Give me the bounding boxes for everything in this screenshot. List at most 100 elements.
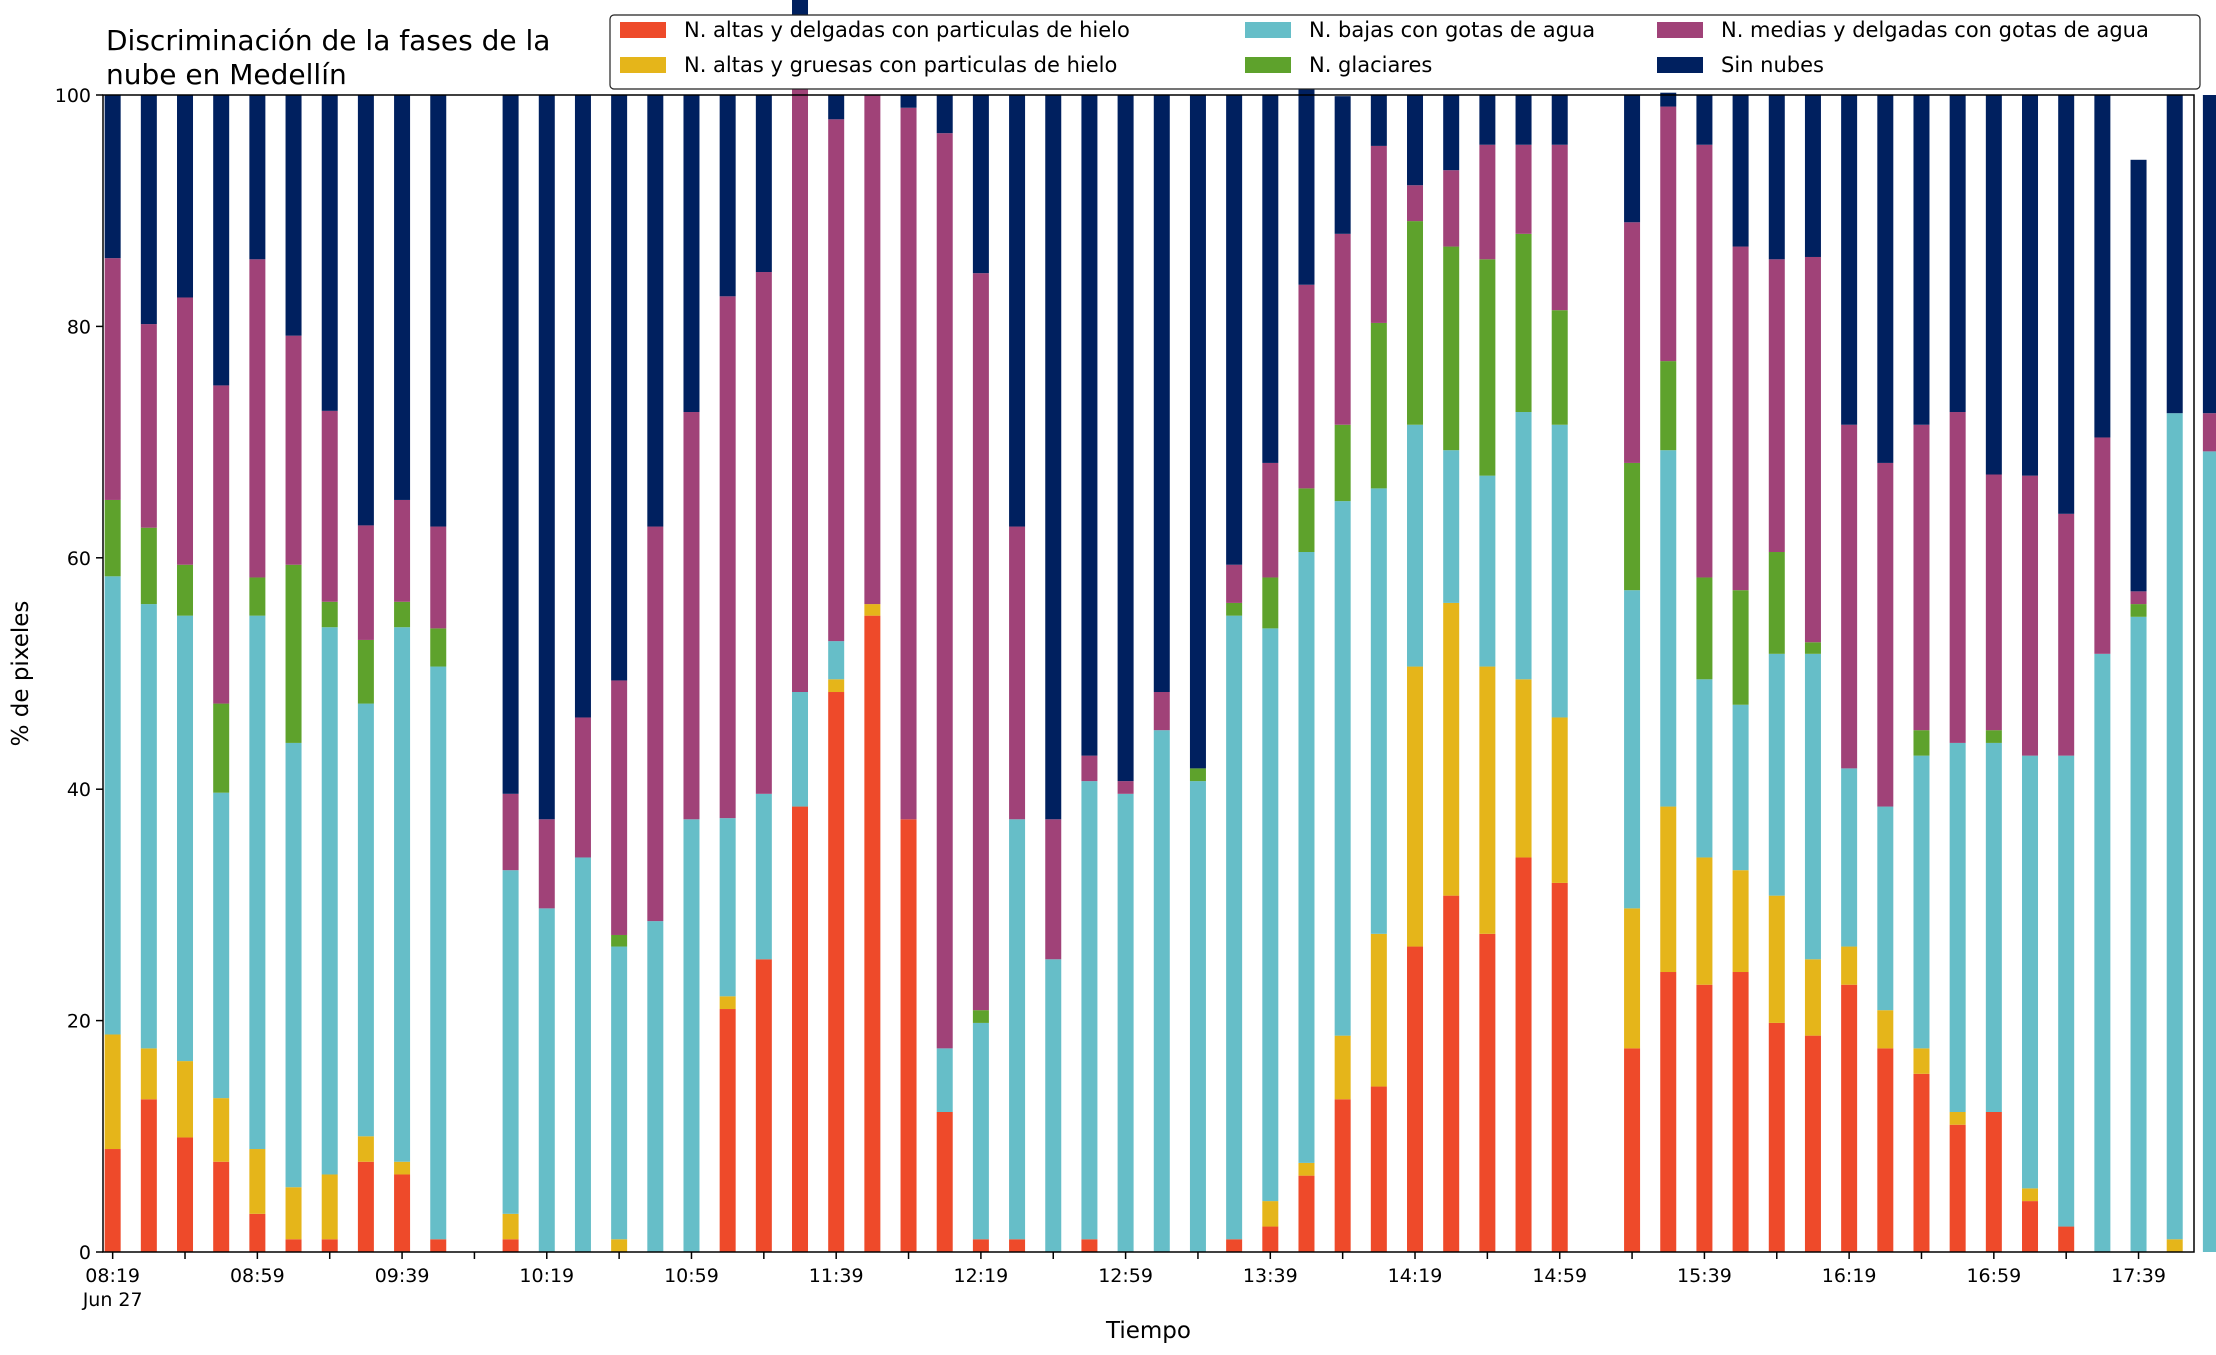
bar-segment-altas_delgadas — [1009, 1239, 1026, 1252]
legend: N. altas y delgadas con particulas de hi… — [609, 14, 2201, 90]
bar-segment-medias — [611, 680, 628, 935]
bar-segment-medias — [1081, 755, 1098, 782]
bar-segment-altas_delgadas — [1624, 1048, 1641, 1252]
bar-segment-sin_nubes — [1045, 95, 1062, 820]
y-axis: 0 20 40 60 80 100 — [55, 85, 103, 1264]
bar-segment-altas_delgadas — [1298, 1175, 1315, 1252]
legend-label-sin_nubes: Sin nubes — [1721, 53, 1824, 77]
bar-segment-sin_nubes — [1768, 95, 1785, 260]
bar-segment-sin_nubes — [755, 95, 772, 273]
bar-segment-sin_nubes — [719, 95, 736, 297]
x-tick-label: 10:19 — [519, 1265, 574, 1287]
bar-segment-altas_gruesas — [1262, 1201, 1279, 1227]
bar-segment-altas_gruesas — [1551, 717, 1568, 883]
bar-segment-altas_delgadas — [1768, 1022, 1785, 1252]
legend-swatch-sin_nubes — [1657, 57, 1703, 73]
bar-segment-glaciares — [1624, 462, 1641, 591]
legend-swatch-medias — [1657, 22, 1703, 38]
bar-segment-sin_nubes — [1443, 95, 1460, 171]
bar-segment-glaciares — [1913, 730, 1930, 756]
bar-segment-medias — [1804, 256, 1821, 643]
bar-segment-altas_gruesas — [1334, 1035, 1351, 1100]
bar-segment-altas_delgadas — [177, 1137, 194, 1252]
bar-segment-altas_delgadas — [1479, 933, 1496, 1252]
legend-swatch-altas_gruesas — [620, 57, 666, 73]
bar-segment-glaciares — [1696, 577, 1713, 680]
bar-segment-medias — [792, 31, 809, 693]
bar-segment-altas_gruesas — [611, 1239, 628, 1252]
x-tick-label: 10:59 — [664, 1265, 719, 1287]
bar-segment-medias — [864, 95, 881, 605]
bar-segment-altas_delgadas — [140, 1099, 157, 1252]
bar-segment-bajas — [213, 792, 230, 1099]
bars-layer — [104, 0, 2216, 1252]
bar-segment-altas_delgadas — [249, 1213, 266, 1252]
bar-segment-bajas — [936, 1048, 953, 1112]
legend-label-altas_gruesas: N. altas y gruesas con particulas de hie… — [684, 53, 1117, 77]
bar-segment-bajas — [394, 627, 411, 1162]
bar-segment-sin_nubes — [1551, 95, 1568, 145]
chart-title-line: Discriminación de la fases de la — [106, 24, 550, 57]
bar-segment-glaciares — [1479, 259, 1496, 476]
bar-segment-bajas — [1081, 781, 1098, 1240]
bar-segment-altas_delgadas — [1370, 1086, 1387, 1252]
bar-segment-bajas — [1443, 450, 1460, 603]
bar-segment-altas_gruesas — [321, 1174, 338, 1240]
bar-segment-altas_gruesas — [502, 1213, 519, 1240]
bar-segment-medias — [1985, 474, 2002, 731]
bar-segment-altas_delgadas — [828, 692, 845, 1252]
bar-segment-altas_delgadas — [1551, 882, 1568, 1252]
bar-segment-glaciares — [285, 564, 302, 743]
bar-segment-glaciares — [357, 639, 374, 704]
bar-segment-glaciares — [430, 628, 447, 667]
bar-segment-bajas — [1045, 959, 1062, 1252]
bar-segment-altas_gruesas — [1841, 946, 1858, 985]
bar-segment-altas_gruesas — [177, 1061, 194, 1138]
bar-segment-bajas — [249, 615, 266, 1150]
bar-segment-sin_nubes — [1949, 95, 1966, 413]
bar-segment-sin_nubes — [972, 95, 989, 274]
bar-segment-bajas — [683, 819, 700, 1252]
bar-segment-altas_delgadas — [1877, 1048, 1894, 1252]
bar-segment-bajas — [1515, 412, 1532, 680]
bar-segment-altas_gruesas — [2166, 1239, 2183, 1252]
bar-segment-sin_nubes — [2022, 95, 2039, 476]
bar-segment-medias — [719, 296, 736, 819]
bar-segment-sin_nubes — [1696, 95, 1713, 145]
bar-segment-bajas — [719, 818, 736, 997]
bar-segment-medias — [1045, 819, 1062, 960]
bar-segment-medias — [1515, 144, 1532, 234]
bar-segment-glaciares — [140, 527, 157, 605]
bar-segment-glaciares — [394, 601, 411, 628]
bar-segment-sin_nubes — [2166, 95, 2183, 414]
bar-segment-sin_nubes — [1407, 95, 1424, 186]
bar-segment-altas_gruesas — [719, 996, 736, 1010]
bar-segment-sin_nubes — [2202, 95, 2216, 414]
chart-title-line: nube en Medellín — [106, 58, 347, 91]
bar-segment-glaciares — [1334, 424, 1351, 502]
bar-segment-bajas — [1153, 730, 1170, 1252]
bar-segment-medias — [1370, 145, 1387, 323]
bar-segment-altas_gruesas — [1768, 895, 1785, 1023]
bar-segment-glaciares — [1768, 552, 1785, 654]
legend-swatch-altas_delgadas — [620, 22, 666, 38]
bar-segment-sin_nubes — [321, 95, 338, 411]
legend-label-medias: N. medias y delgadas con gotas de agua — [1721, 18, 2149, 42]
bar-segment-sin_nubes — [140, 95, 157, 325]
bar-segment-altas_delgadas — [1949, 1124, 1966, 1252]
legend-swatch-bajas — [1245, 22, 1291, 38]
bar-segment-altas_delgadas — [1407, 946, 1424, 1252]
y-tick-label: 60 — [67, 548, 91, 570]
bar-segment-bajas — [285, 742, 302, 1188]
bar-segment-bajas — [1985, 742, 2002, 1112]
bar-segment-medias — [900, 107, 917, 820]
bar-segment-altas_delgadas — [2022, 1201, 2039, 1252]
bar-segment-sin_nubes — [1515, 95, 1532, 145]
x-tick-label: 13:39 — [1243, 1265, 1298, 1287]
bar-segment-bajas — [1732, 704, 1749, 871]
bar-segment-medias — [357, 525, 374, 640]
bar-segment-bajas — [1334, 501, 1351, 1036]
bar-segment-sin_nubes — [574, 95, 591, 718]
bar-segment-medias — [140, 324, 157, 528]
bar-segment-medias — [1479, 144, 1496, 260]
